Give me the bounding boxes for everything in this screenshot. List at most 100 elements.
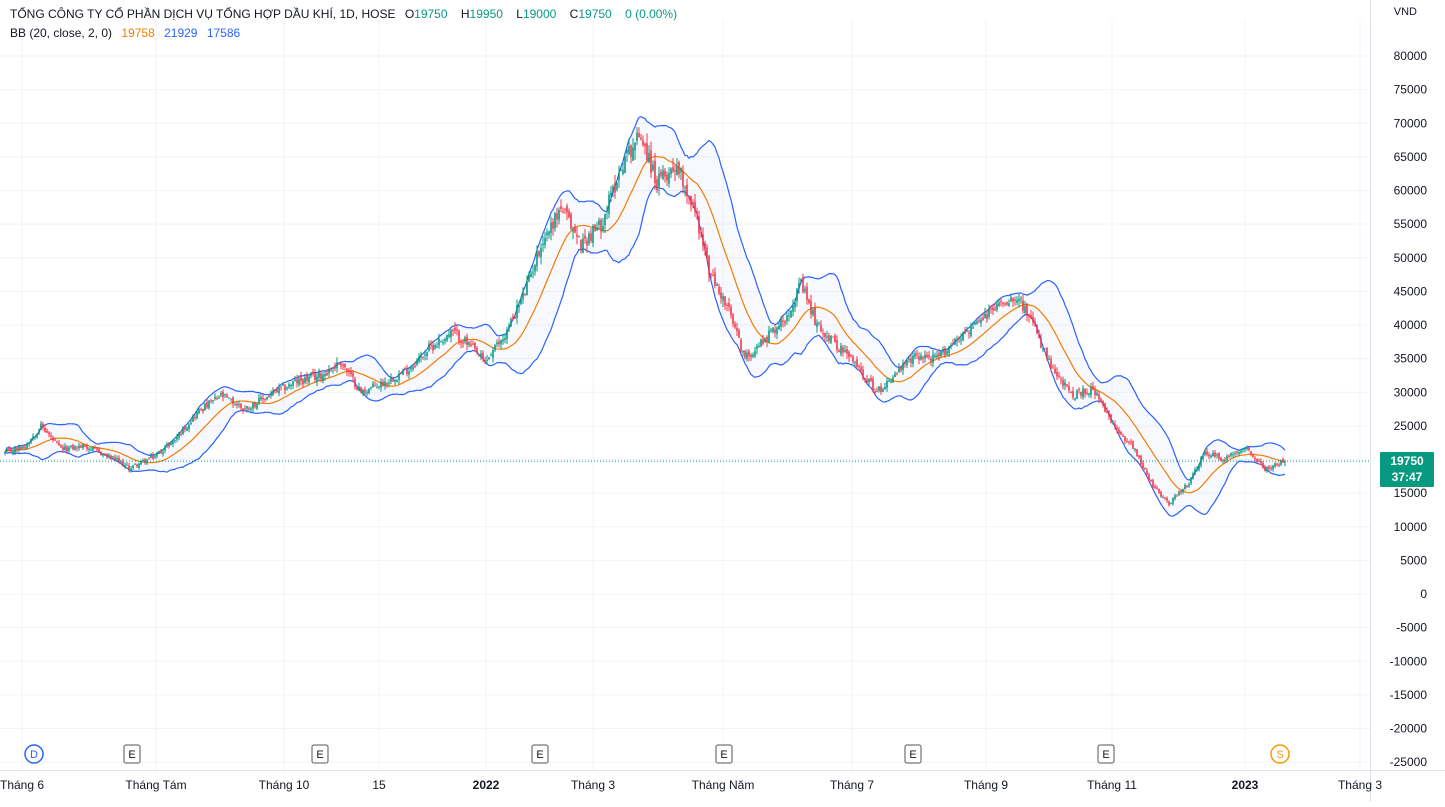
candle-body <box>712 275 714 277</box>
candle-body <box>786 315 788 322</box>
candle-body <box>198 409 200 414</box>
candle-body <box>672 167 674 172</box>
candle-body <box>358 386 360 391</box>
candle-body <box>582 238 584 253</box>
bb-basis-value: 19758 <box>121 26 155 40</box>
x-tick-label: Tháng 9 <box>964 778 1008 792</box>
candle-body <box>944 347 946 356</box>
candle-body <box>738 330 740 338</box>
candle-body <box>1102 400 1104 405</box>
candle-body <box>244 408 246 410</box>
candle-body <box>1260 461 1262 464</box>
candle-body <box>1284 461 1286 463</box>
candle-body <box>346 368 348 372</box>
candle-body <box>1266 467 1268 472</box>
candle-body <box>1248 447 1250 451</box>
candle-body <box>1214 452 1216 457</box>
candle-body <box>188 424 190 429</box>
candle-body <box>698 216 700 234</box>
candle-body <box>634 142 636 151</box>
candle-body <box>44 427 46 432</box>
candle-body <box>52 437 54 441</box>
candle-body <box>568 211 570 218</box>
candle-body <box>966 330 968 332</box>
candle-body <box>1144 468 1146 470</box>
candle-body <box>908 358 910 360</box>
candle-body <box>204 403 206 411</box>
y-tick-label: -20000 <box>1390 722 1428 736</box>
candle-body <box>352 373 354 377</box>
candle-body <box>636 132 638 141</box>
indicator-legend[interactable]: BB (20, close, 2, 0) 19758 21929 17586 <box>10 26 246 40</box>
candle-body <box>380 381 382 388</box>
candle-body <box>48 432 50 435</box>
candle-body <box>894 373 896 378</box>
candle-body <box>1200 457 1202 466</box>
candle-body <box>318 372 320 378</box>
candle-body <box>664 170 666 177</box>
candle-body <box>1136 449 1138 457</box>
candle-body <box>112 456 114 458</box>
candle-body <box>208 400 210 409</box>
candle-body <box>950 344 952 347</box>
candle-body <box>402 369 404 375</box>
candle-body <box>474 342 476 349</box>
candle-body <box>46 430 48 433</box>
candle-body <box>436 346 438 348</box>
candle-body <box>652 164 654 171</box>
candle-body <box>872 378 874 391</box>
candle-body <box>936 355 938 358</box>
candle-body <box>556 213 558 220</box>
candle-body <box>1052 367 1054 369</box>
candle-body <box>1032 316 1034 323</box>
candle-body <box>904 362 906 364</box>
candle-body <box>900 366 902 371</box>
candle-body <box>270 394 272 396</box>
candle-body <box>466 336 468 345</box>
candle-body <box>22 446 24 448</box>
candle-body <box>1008 303 1010 307</box>
candle-body <box>266 396 268 400</box>
candle-body <box>448 334 450 338</box>
candle-body <box>770 329 772 331</box>
candle-body <box>938 352 940 357</box>
candle-body <box>170 442 172 446</box>
candle-body <box>876 391 878 393</box>
candle-body <box>926 354 928 358</box>
candle-body <box>226 395 228 398</box>
candle-body <box>128 465 130 471</box>
candle-body <box>928 355 930 358</box>
candle-body <box>284 385 286 391</box>
candle-body <box>184 426 186 430</box>
candle-body <box>842 347 844 353</box>
candle-body <box>292 381 294 386</box>
candle-body <box>756 345 758 349</box>
candle-body <box>86 445 88 450</box>
candle-body <box>136 464 138 467</box>
candle-body <box>896 373 898 375</box>
candle-body <box>398 373 400 381</box>
candle-body <box>742 350 744 353</box>
candle-body <box>1000 300 1002 302</box>
split-marker-label: S <box>1276 749 1283 761</box>
candle-body <box>804 288 806 292</box>
candle-body <box>976 321 978 325</box>
candle-body <box>1188 484 1190 487</box>
candle-body <box>486 359 488 361</box>
y-tick-label: 40000 <box>1394 318 1428 332</box>
candle-body <box>210 400 212 402</box>
candle-body <box>148 458 150 460</box>
candle-body <box>304 377 306 383</box>
y-tick-label: -5000 <box>1396 621 1427 635</box>
candle-body <box>1080 391 1082 396</box>
candle-body <box>258 397 260 404</box>
x-tick-label: 15 <box>372 778 386 792</box>
candle-body <box>490 355 492 357</box>
candle-body <box>760 339 762 347</box>
candle-body <box>748 351 750 357</box>
candle-body <box>1016 300 1018 303</box>
candle-body <box>192 415 194 422</box>
candle-body <box>1134 448 1136 451</box>
